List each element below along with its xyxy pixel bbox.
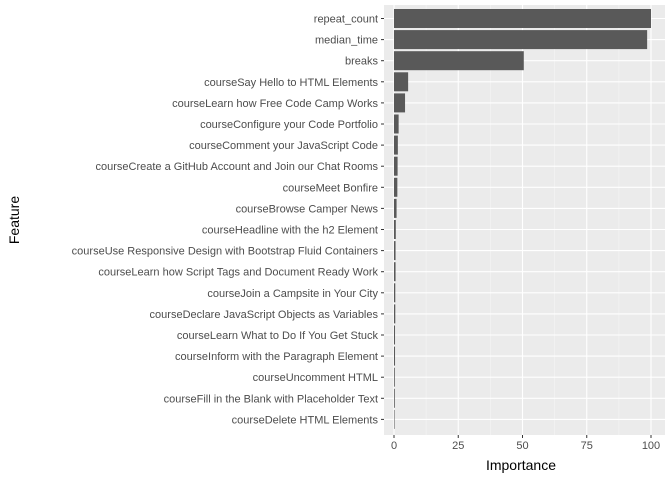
y-tick-label: courseComment your JavaScript Code xyxy=(189,140,378,152)
y-tick-label: courseLearn how Script Tags and Document… xyxy=(98,267,378,279)
y-tick-label: repeat_count xyxy=(314,14,378,26)
y-tick-label: median_time xyxy=(315,35,378,47)
bar xyxy=(394,367,395,387)
y-axis-title: Feature xyxy=(6,196,22,244)
y-tick-label: courseInform with the Paragraph Element xyxy=(175,351,378,363)
bar xyxy=(394,304,396,324)
y-tick-label: courseJoin a Campsite in Your City xyxy=(207,288,378,300)
y-tick-label: courseMeet Bonfire xyxy=(283,182,378,194)
bar xyxy=(394,30,648,50)
bar xyxy=(394,9,651,28)
x-tick-label: 75 xyxy=(581,440,593,452)
bar xyxy=(394,262,396,282)
bar xyxy=(394,388,395,408)
x-tick-label: 50 xyxy=(516,440,528,452)
y-tick-label: courseCreate a GitHub Account and Join o… xyxy=(96,161,379,173)
y-tick-label: breaks xyxy=(345,56,379,68)
x-tick-label: 25 xyxy=(452,440,464,452)
x-tick-labels: 0 25 50 75 100 xyxy=(391,435,660,452)
bar xyxy=(394,156,398,176)
y-tick-label: courseFill in the Blank with Placeholder… xyxy=(164,393,378,405)
y-tick-label: courseHeadline with the h2 Element xyxy=(202,225,378,237)
bar xyxy=(394,177,398,197)
plot-panel xyxy=(384,5,665,435)
bar xyxy=(394,93,406,113)
bar xyxy=(394,325,396,345)
bar xyxy=(394,72,409,92)
y-tick-label: courseUncomment HTML xyxy=(253,372,378,384)
bar xyxy=(394,283,396,303)
y-tick-label: courseDelete HTML Elements xyxy=(232,414,379,426)
bar xyxy=(394,241,396,261)
bar xyxy=(394,346,396,366)
y-tick-label: courseUse Responsive Design with Bootstr… xyxy=(72,246,379,258)
bar xyxy=(394,135,398,155)
bar xyxy=(394,114,399,134)
y-tick-label: courseConfigure your Code Portfolio xyxy=(200,119,378,131)
y-tick-label: courseSay Hello to HTML Elements xyxy=(204,77,378,89)
x-axis-title: Importance xyxy=(486,457,556,473)
bar xyxy=(394,409,395,429)
y-tick-label: courseBrowse Camper News xyxy=(236,203,379,215)
y-tick-label: courseLearn how Free Code Camp Works xyxy=(172,98,378,110)
bars xyxy=(394,9,651,429)
x-tick-label: 100 xyxy=(642,440,660,452)
y-tick-label: courseLearn What to Do If You Get Stuck xyxy=(177,330,379,342)
x-tick-label: 0 xyxy=(391,440,397,452)
bar xyxy=(394,220,396,239)
bar xyxy=(394,198,397,218)
y-tick-label: courseDeclare JavaScript Objects as Vari… xyxy=(150,309,379,321)
bar xyxy=(394,51,524,71)
